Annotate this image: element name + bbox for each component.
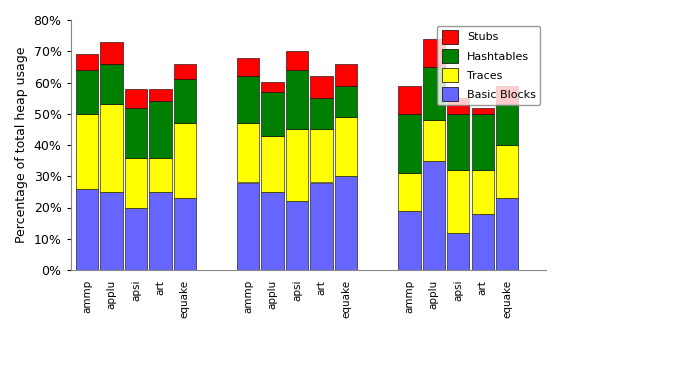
Bar [125,108,147,158]
Bar [472,170,494,214]
Bar [447,232,470,270]
Bar [125,158,147,207]
Bar [496,145,519,198]
Bar [335,86,357,117]
Bar [310,98,332,129]
Bar [496,86,519,104]
Y-axis label: Percentage of total heap usage: Percentage of total heap usage [15,47,28,243]
Bar [423,39,445,67]
Bar [398,114,421,173]
Bar [310,129,332,183]
Legend: Stubs, Hashtables, Traces, Basic Blocks: Stubs, Hashtables, Traces, Basic Blocks [437,26,540,105]
Bar [261,82,284,92]
Bar [174,80,196,123]
Bar [398,211,421,270]
Bar [237,76,259,123]
Bar [100,104,122,192]
Bar [335,64,357,86]
Bar [125,89,147,108]
Bar [174,123,196,198]
Bar [335,117,357,176]
Bar [149,89,172,101]
Bar [100,42,122,64]
Bar [286,51,308,70]
Bar [237,123,259,183]
Bar [76,70,98,114]
Bar [125,207,147,270]
Bar [310,183,332,270]
Bar [149,158,172,192]
Bar [174,64,196,80]
Bar [174,198,196,270]
Bar [76,54,98,70]
Bar [496,104,519,145]
Bar [76,114,98,189]
Bar [423,67,445,120]
Bar [423,120,445,160]
Bar [496,198,519,270]
Bar [261,192,284,270]
Bar [398,86,421,114]
Bar [100,64,122,104]
Bar [447,98,470,114]
Bar [286,129,308,201]
Bar [472,108,494,114]
Bar [447,114,470,170]
Bar [100,192,122,270]
Bar [472,214,494,270]
Bar [310,76,332,98]
Bar [261,92,284,136]
Bar [149,101,172,158]
Bar [286,70,308,129]
Bar [149,192,172,270]
Bar [76,189,98,270]
Bar [237,183,259,270]
Bar [261,136,284,192]
Bar [398,173,421,211]
Bar [335,176,357,270]
Bar [472,114,494,170]
Bar [237,57,259,76]
Bar [447,170,470,232]
Bar [286,201,308,270]
Bar [423,160,445,270]
